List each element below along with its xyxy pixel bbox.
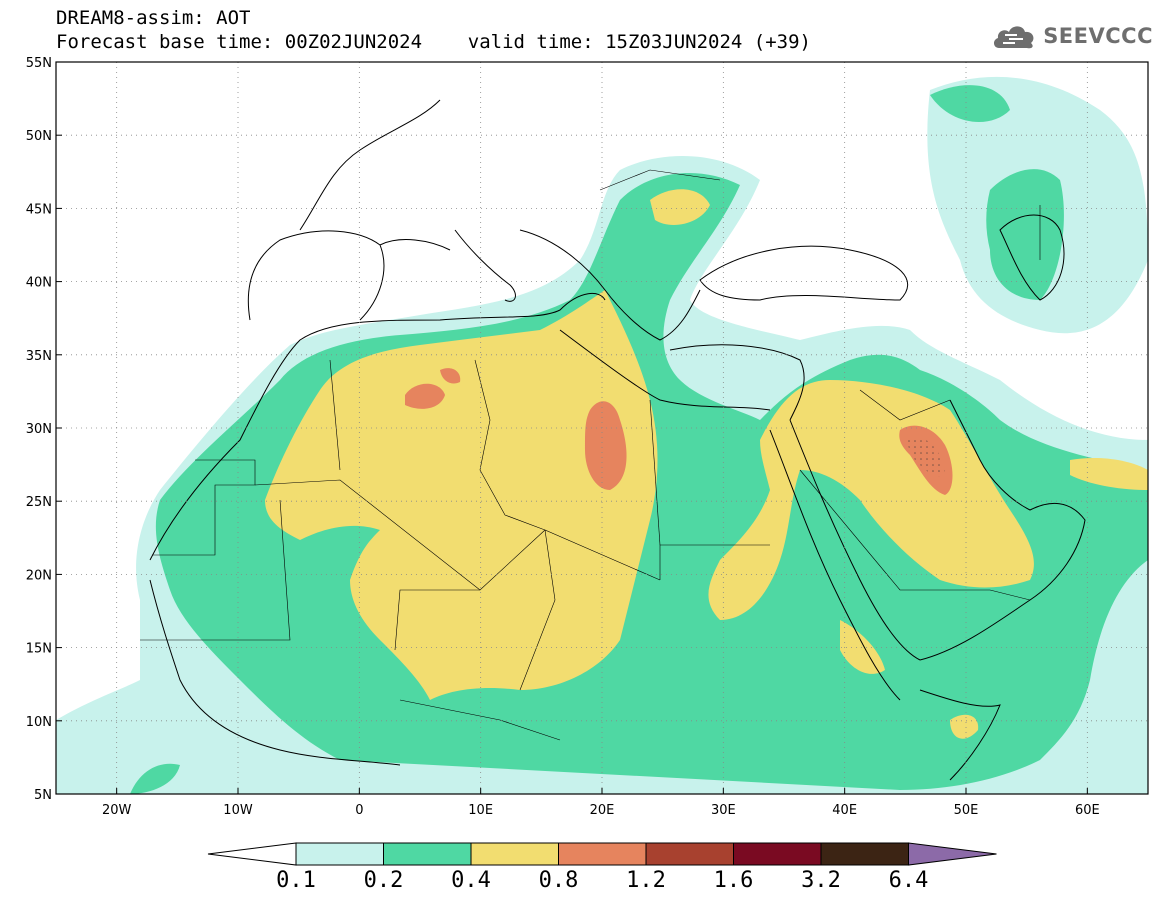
map-grid [56, 62, 1148, 794]
logo-text: SEEVCCC [1043, 24, 1153, 48]
colorbar-box [820, 842, 909, 866]
colorbar-label: 6.4 [889, 868, 929, 893]
y-tick-label: 45N [26, 202, 52, 217]
y-tick-label: 5N [34, 788, 52, 803]
x-tick-label: 30E [711, 803, 736, 818]
x-tick-label: 10W [223, 803, 253, 818]
colorbar-label: 0.1 [276, 868, 316, 893]
colorbar-box [295, 842, 384, 866]
coastlines [149, 99, 1086, 781]
x-tick-label: 20E [590, 803, 615, 818]
colorbar: 0.1 0.2 0.4 0.8 1.2 1.6 3.2 6.4 [207, 842, 997, 893]
colorbar-label: 3.2 [801, 868, 841, 893]
x-tick-label: 40E [832, 803, 857, 818]
x-tick-label: 0 [355, 803, 363, 818]
y-tick-label: 10N [26, 715, 52, 730]
colorbar-under-arrow [207, 842, 297, 866]
colorbar-box [645, 842, 734, 866]
colorbar-label: 0.8 [539, 868, 579, 893]
colorbar-box [558, 842, 647, 866]
x-tick-label: 60E [1075, 803, 1100, 818]
colorbar-label: 1.6 [714, 868, 754, 893]
x-tick-label: 50E [954, 803, 979, 818]
y-tick-label: 30N [26, 422, 52, 437]
seevccc-logo: SEEVCCC [991, 22, 1153, 50]
cloud-icon [994, 26, 1034, 49]
colorbar-label: 1.2 [626, 868, 666, 893]
y-tick-label: 55N [26, 56, 52, 71]
forecast-times: Forecast base time: 00Z02JUN2024 valid t… [56, 31, 811, 53]
y-tick-label: 15N [26, 642, 52, 657]
country-borders [140, 169, 1041, 741]
x-tick-label: 10E [468, 803, 493, 818]
colorbar-box [470, 842, 559, 866]
colorbar-label: 0.4 [451, 868, 491, 893]
y-tick-label: 25N [26, 495, 52, 510]
map-title: DREAM8-assim: AOT [56, 7, 251, 29]
colorbar-label: 0.2 [364, 868, 404, 893]
colorbar-over-arrow [908, 842, 997, 866]
y-tick-label: 40N [26, 276, 52, 291]
axis-ticks: 55N 50N 45N 40N 35N 30N 25N 20N 15N 10N 5N 20W 10W 0 1… [26, 56, 1100, 818]
y-tick-label: 50N [26, 129, 52, 144]
colorbar-box [383, 842, 472, 866]
x-tick-label: 20W [102, 803, 132, 818]
colorbar-box [733, 842, 822, 866]
y-tick-label: 20N [26, 568, 52, 583]
aot-band-0.4 [265, 189, 1148, 739]
y-tick-label: 35N [26, 349, 52, 364]
